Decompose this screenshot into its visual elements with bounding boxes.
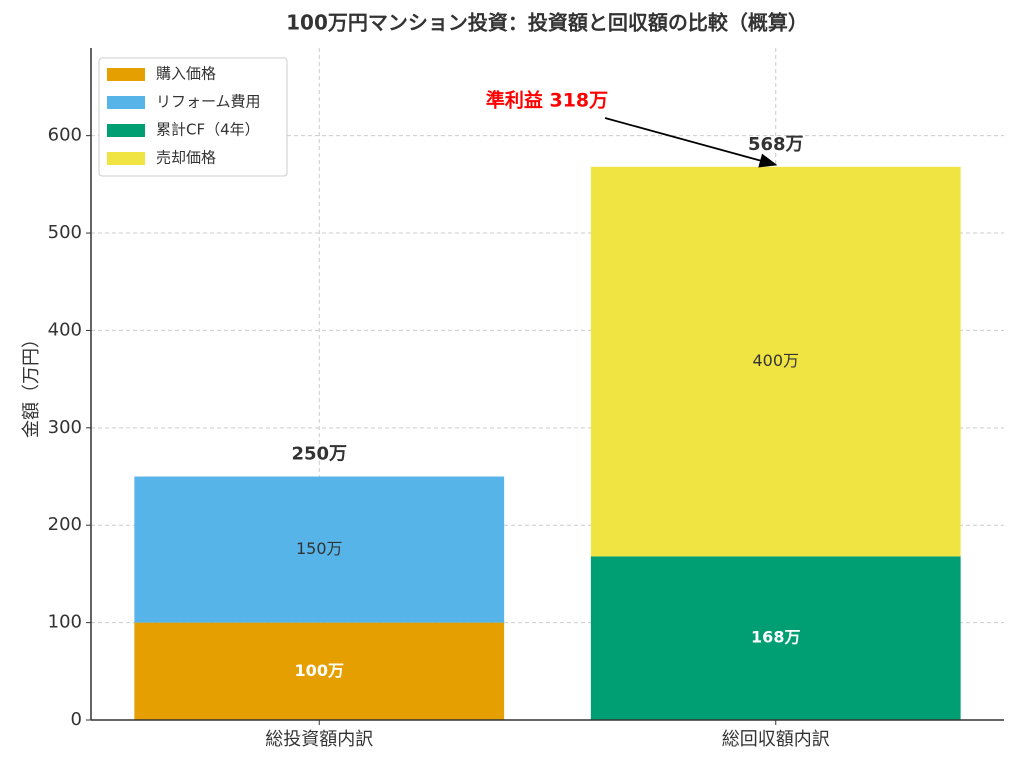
legend-swatch: [107, 68, 145, 81]
legend-label: 累計CF（4年）: [156, 121, 260, 139]
segment-label: 150万: [296, 539, 343, 558]
total-label: 568万: [748, 134, 804, 155]
legend-swatch: [107, 96, 145, 109]
bar-segment: [590, 556, 961, 720]
legend-swatch: [107, 124, 145, 137]
x-tick-label: 総投資額内訳: [265, 729, 373, 750]
legend-label: リフォーム費用: [156, 93, 261, 111]
total-label: 250万: [291, 444, 347, 465]
bar-segment: [590, 166, 961, 557]
bar-segment: [134, 476, 505, 623]
y-tick-label: 200: [48, 514, 82, 535]
annotation-arrow: [604, 117, 778, 168]
annotation: 準利益 318万: [486, 89, 608, 112]
y-tick-label: 400: [48, 319, 82, 340]
bar-segment: [134, 622, 505, 720]
chart-title: 100万円マンション投資：投資額と回収額の比較（概算）: [286, 11, 808, 35]
legend-swatch: [107, 152, 145, 165]
y-tick-label: 500: [48, 222, 82, 243]
legend-box: [98, 57, 288, 177]
y-axis-label: 金額（万円）: [21, 330, 42, 438]
y-tick-label: 100: [48, 612, 82, 633]
segment-label: 100万: [295, 661, 344, 680]
legend-label: 売却価格: [156, 149, 216, 167]
y-tick-label: 600: [48, 125, 82, 146]
segment-label: 168万: [751, 628, 800, 647]
y-tick-label: 0: [71, 709, 82, 730]
segment-label: 400万: [752, 351, 799, 370]
legend-label: 購入価格: [156, 65, 216, 83]
x-tick-label: 総回収額内訳: [722, 729, 830, 750]
y-tick-label: 300: [48, 417, 82, 438]
